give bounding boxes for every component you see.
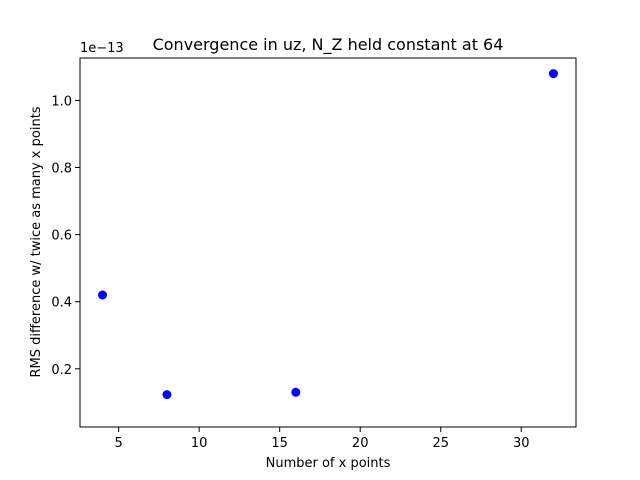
x-tick-label: 30 <box>513 436 530 451</box>
y-axis-offset-label: 1e−13 <box>80 41 124 56</box>
y-tick-label: 0.2 <box>51 363 72 378</box>
plot-area: 5 10 15 20 25 30 0.2 0.4 0.6 0.8 1.0 <box>51 57 577 451</box>
data-point <box>548 69 558 79</box>
x-tick-label: 10 <box>191 436 208 451</box>
data-point <box>291 387 301 397</box>
y-tick-label: 0.8 <box>51 162 72 177</box>
x-tick-label: 5 <box>115 436 123 451</box>
chart-title: Convergence in uz, N_Z held constant at … <box>153 35 504 55</box>
data-point <box>162 390 172 400</box>
x-axis-label: Number of x points <box>266 456 391 471</box>
x-tick-label: 20 <box>352 436 369 451</box>
y-tick-label: 0.4 <box>51 296 72 311</box>
y-axis-label: RMS difference w/ twice as many x points <box>29 106 44 377</box>
x-tick-label: 25 <box>432 436 449 451</box>
data-point <box>98 290 108 300</box>
y-tick-label: 1.0 <box>51 94 72 109</box>
x-tick-label: 15 <box>271 436 288 451</box>
y-tick-label: 0.6 <box>51 229 72 244</box>
axes-frame <box>79 57 577 428</box>
